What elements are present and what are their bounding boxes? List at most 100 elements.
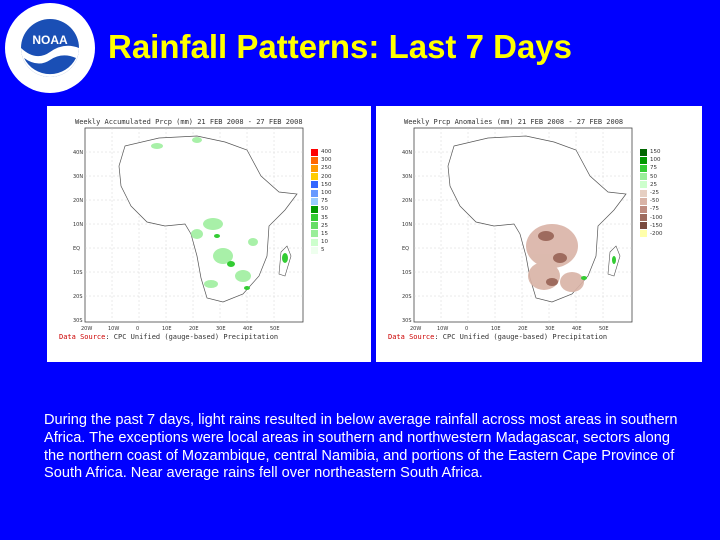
- map-legend: 400 300 250 200 150 100 75 50 35 25 15 10 5: [311, 148, 351, 254]
- legend-swatch: [640, 156, 647, 164]
- legend-swatch: [640, 230, 647, 238]
- lat-label: 10N: [73, 222, 83, 228]
- lat-label: 10N: [402, 222, 412, 228]
- legend-entry: -100: [640, 214, 680, 222]
- legend-entry: 400: [311, 148, 351, 156]
- lon-label: 10E: [162, 326, 172, 332]
- legend-swatch: [640, 197, 647, 205]
- lat-label: 40N: [402, 150, 412, 156]
- lon-label: 40E: [572, 326, 582, 332]
- legend-label: 50: [321, 206, 328, 213]
- slide-description: During the past 7 days, light rains resu…: [44, 412, 678, 482]
- lat-label: EQ: [73, 246, 80, 252]
- data-source-label: Data Source: [59, 333, 106, 341]
- lon-label: 20W: [81, 326, 92, 332]
- data-source-text: : CPC Unified (gauge-based) Precipitatio…: [105, 333, 279, 341]
- legend-swatch: [311, 205, 318, 213]
- legend-swatch: [640, 148, 647, 156]
- legend-swatch: [311, 214, 318, 222]
- legend-swatch: [311, 156, 318, 164]
- legend-swatch: [311, 230, 318, 238]
- legend-entry: 35: [311, 214, 351, 222]
- accumulated-map-graphic: 40N 30N 20N 10N EQ 10S 20S 30S 20W 10W 0…: [73, 127, 304, 332]
- legend-swatch: [311, 189, 318, 197]
- legend-entry: 25: [311, 222, 351, 230]
- lat-label: 40N: [73, 150, 83, 156]
- lat-label: 20N: [402, 198, 412, 204]
- legend-swatch: [311, 164, 318, 172]
- legend-entry: -25: [640, 189, 680, 197]
- legend-label: -100: [650, 214, 663, 221]
- lat-label: 10S: [402, 270, 412, 276]
- legend-entry: 150: [311, 181, 351, 189]
- legend-entry: 5: [311, 246, 351, 254]
- legend-swatch: [640, 189, 647, 197]
- legend-swatch: [640, 164, 647, 172]
- lat-label: 30S: [73, 318, 83, 324]
- data-source-label: Data Source: [388, 333, 435, 341]
- legend-swatch: [311, 148, 318, 156]
- legend-swatch: [311, 181, 318, 189]
- lon-label: 0: [465, 326, 468, 332]
- legend-label: -25: [650, 190, 659, 197]
- map-title: Weekly Prcp Anomalies (mm) 21 FEB 2008 -…: [404, 118, 624, 126]
- lat-label: 20S: [402, 294, 412, 300]
- lat-label: 20S: [73, 294, 83, 300]
- legend-entry: 15: [311, 230, 351, 238]
- legend-entry: 100: [640, 156, 680, 164]
- legend-swatch: [640, 181, 647, 189]
- lat-label: EQ: [402, 246, 409, 252]
- legend-label: 25: [321, 222, 328, 229]
- legend-entry: 100: [311, 189, 351, 197]
- legend-label: 25: [650, 181, 657, 188]
- legend-swatch: [311, 222, 318, 230]
- legend-entry: 50: [311, 205, 351, 213]
- legend-swatch: [640, 173, 647, 181]
- lat-label: 30N: [402, 174, 412, 180]
- legend-label: -150: [650, 222, 663, 229]
- lon-label: 0: [136, 326, 139, 332]
- legend-label: 300: [321, 157, 332, 164]
- legend-label: -200: [650, 230, 663, 237]
- legend-entry: -200: [640, 230, 680, 238]
- accumulated-precip-map: 40N 30N 20N 10N EQ 10S 20S 30S 20W 10W 0…: [47, 106, 371, 362]
- legend-entry: 10: [311, 238, 351, 246]
- legend-swatch: [640, 205, 647, 213]
- legend-swatch: [311, 197, 318, 205]
- legend-entry: 75: [311, 197, 351, 205]
- slide-title: Rainfall Patterns: Last 7 Days: [108, 28, 572, 65]
- legend-label: 150: [321, 181, 332, 188]
- lon-label: 40E: [243, 326, 253, 332]
- legend-entry: 75: [640, 164, 680, 172]
- logo-center-text: NOAA: [32, 33, 68, 47]
- legend-entry: 50: [640, 173, 680, 181]
- legend-label: 75: [321, 198, 328, 205]
- lon-label: 20W: [410, 326, 421, 332]
- legend-label: 150: [650, 149, 661, 156]
- legend-swatch: [640, 222, 647, 230]
- map-footer: Data Source: CPC Unified (gauge-based) P…: [388, 333, 607, 341]
- legend-entry: -150: [640, 222, 680, 230]
- legend-label: 50: [650, 173, 657, 180]
- lat-label: 10S: [73, 270, 83, 276]
- legend-label: 5: [321, 247, 325, 254]
- legend-entry: -50: [640, 197, 680, 205]
- legend-entry: 25: [640, 181, 680, 189]
- legend-label: 35: [321, 214, 328, 221]
- data-source-text: : CPC Unified (gauge-based) Precipitatio…: [434, 333, 608, 341]
- lon-label: 10W: [437, 326, 448, 332]
- legend-label: 10: [321, 239, 328, 246]
- legend-label: 15: [321, 230, 328, 237]
- lat-label: 30N: [73, 174, 83, 180]
- lon-label: 10E: [491, 326, 501, 332]
- legend-label: -75: [650, 206, 659, 213]
- map-title: Weekly Accumulated Prcp (mm) 21 FEB 2008…: [75, 118, 303, 126]
- noaa-logo-icon: NOAA: [5, 3, 95, 93]
- legend-label: 75: [650, 165, 657, 172]
- legend-label: 200: [321, 173, 332, 180]
- legend-swatch: [311, 246, 318, 254]
- anomaly-precip-map: 40N 30N 20N 10N EQ 10S 20S 30S 20W 10W 0…: [376, 106, 702, 362]
- legend-label: 100: [321, 190, 332, 197]
- lon-label: 20E: [518, 326, 528, 332]
- lon-label: 30E: [216, 326, 226, 332]
